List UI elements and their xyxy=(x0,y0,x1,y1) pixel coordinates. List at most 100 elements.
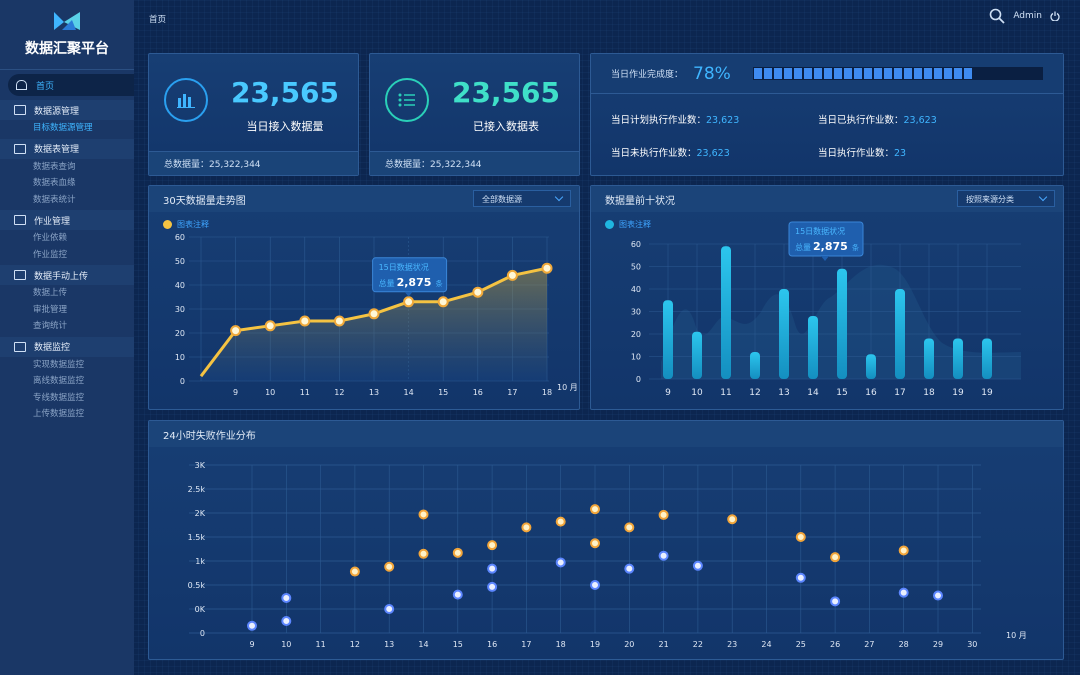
progress-segment xyxy=(813,68,822,79)
x-tick-label: 15 xyxy=(836,388,847,398)
progress-segment xyxy=(773,68,782,79)
orange-point xyxy=(418,509,429,520)
progress-segment xyxy=(753,68,762,79)
tooltip-value: 2,875 xyxy=(397,276,432,289)
progress-segment xyxy=(793,68,802,79)
stat-value: 23,565 xyxy=(451,76,561,109)
sidebar-group-4[interactable]: 数据监控 xyxy=(0,336,134,357)
bar xyxy=(866,354,876,379)
progress-segment xyxy=(843,68,852,79)
sidebar-item[interactable]: 查询统计 xyxy=(33,321,68,331)
progress-segment xyxy=(853,68,862,79)
x-tick-label: 14 xyxy=(418,640,428,649)
x-tick-label: 17 xyxy=(894,388,905,398)
line-chart: 0 10 20 30 40 50 60 9 10 11 12 13 14 15 16 17 18 10 月 15日数… xyxy=(175,233,578,397)
group-icon xyxy=(14,105,26,115)
stat-label: 当日接入数据量 xyxy=(246,120,324,133)
datasource-select[interactable]: 全部数据源 xyxy=(473,190,571,207)
sidebar-item[interactable]: 数据表查询 xyxy=(33,161,76,172)
x-tick-label: 15 xyxy=(453,640,463,649)
x-tick-label: 10 xyxy=(691,388,703,398)
progress-bar xyxy=(752,67,1043,80)
x-tick-label: 10 xyxy=(265,388,275,397)
sidebar-item[interactable]: 数据上传 xyxy=(33,288,68,298)
stat-card-tables: 23,565 已接入数据表 总数据量：25,322,344 xyxy=(369,53,580,176)
sidebar-group-0[interactable]: 数据源管理 xyxy=(0,100,134,120)
sidebar-item[interactable]: 作业监控 xyxy=(33,249,68,260)
panel-title: 30天数据量走势图 xyxy=(163,195,246,207)
blue-point xyxy=(384,604,395,614)
sidebar-item[interactable]: 离线数据监控 xyxy=(33,376,85,386)
sidebar-group-3[interactable]: 数据手动上传 xyxy=(0,265,134,285)
tooltip-title: 15日数据状况 xyxy=(379,262,429,272)
data-point xyxy=(403,296,415,308)
orange-point xyxy=(830,552,841,563)
x-tick-label: 11 xyxy=(316,640,326,649)
legend-dot-icon xyxy=(163,220,172,229)
bar xyxy=(663,300,673,379)
tooltip-suffix: 条 xyxy=(436,279,443,288)
sidebar-group-1[interactable]: 数据表管理 xyxy=(0,138,134,159)
orange-point xyxy=(349,566,360,577)
x-tick-label: 19 xyxy=(952,388,964,398)
user-name[interactable]: Admin xyxy=(1013,11,1042,21)
x-tick-label: 21 xyxy=(659,640,669,649)
sidebar-item-label: 首页 xyxy=(36,81,55,92)
tooltip-arrow xyxy=(404,291,413,297)
sidebar-item[interactable]: 目标数据源管理 xyxy=(33,123,93,133)
tooltip-suffix: 条 xyxy=(852,243,859,252)
legend: 图表注释 xyxy=(163,219,209,230)
progress-segment xyxy=(873,68,882,79)
app-title: 数据汇聚平台 xyxy=(25,41,109,57)
blue-point xyxy=(933,590,943,601)
orange-point xyxy=(624,522,635,533)
y-tick-label: 2.5k xyxy=(188,485,206,494)
search-icon[interactable] xyxy=(989,8,1005,24)
y-tick-label: 0 xyxy=(180,377,185,386)
y-tick-label: 0 xyxy=(200,629,205,638)
sidebar-item[interactable]: 专线数据监控 xyxy=(33,392,85,403)
sidebar-group-2[interactable]: 作业管理 xyxy=(0,210,134,230)
bar xyxy=(779,289,789,379)
orange-point xyxy=(795,532,806,542)
kv-running: 当日执行作业数：23 xyxy=(818,148,907,159)
y-tick-label: 60 xyxy=(631,240,641,249)
y-tick-label: 10 xyxy=(175,353,185,362)
sidebar-item[interactable]: 审批管理 xyxy=(33,304,68,315)
category-select[interactable]: 按照来源分类 xyxy=(957,190,1055,207)
scatter-chart-panel: 24小时失败作业分布 0 0K 0.5k 1k 1.5k 2K 2.5k 3K 9 10 11 12 1… xyxy=(148,420,1064,660)
x-tick-label: 16 xyxy=(473,388,483,397)
power-icon[interactable] xyxy=(1050,11,1060,21)
scatter-chart: 0 0K 0.5k 1k 1.5k 2K 2.5k 3K 9 10 11 12 13 14 15 16 17 18… xyxy=(188,461,1027,649)
sidebar-group-label: 数据源管理 xyxy=(34,106,80,117)
logo: 数据汇聚平台 xyxy=(0,0,134,70)
x-tick-label: 25 xyxy=(796,640,806,649)
blue-point xyxy=(898,587,909,598)
progress-value: 78% xyxy=(693,63,731,84)
breadcrumb[interactable]: 首页 xyxy=(149,15,167,25)
y-tick-label: 1.5k xyxy=(188,533,206,542)
list-icon xyxy=(385,78,429,122)
sidebar-item-home[interactable]: 首页 xyxy=(8,74,134,96)
orange-point xyxy=(521,522,532,533)
kv-not-executed: 当日未执行作业数：23,623 xyxy=(611,148,730,159)
logo-icon xyxy=(54,12,80,30)
y-tick-label: 40 xyxy=(175,281,185,290)
sidebar-item[interactable]: 数据表血缘 xyxy=(33,178,76,188)
sidebar-item[interactable]: 作业依赖 xyxy=(33,233,68,243)
x-tick-label: 13 xyxy=(778,388,789,398)
data-point xyxy=(506,269,518,281)
sidebar-item[interactable]: 数据表统计 xyxy=(33,194,76,205)
blue-point xyxy=(452,589,463,600)
x-tick-label: 16 xyxy=(865,388,877,398)
x-tick-label: 13 xyxy=(384,640,394,649)
data-point xyxy=(541,262,553,274)
sidebar-item[interactable]: 实现数据监控 xyxy=(33,359,85,370)
blue-point xyxy=(487,563,498,574)
x-tick-label: 17 xyxy=(507,388,517,397)
x-tick-label: 18 xyxy=(542,388,552,397)
stat-label: 已接入数据表 xyxy=(473,120,539,133)
progress-segment xyxy=(963,68,972,79)
data-point xyxy=(299,315,311,327)
sidebar-item[interactable]: 上传数据监控 xyxy=(33,409,85,419)
